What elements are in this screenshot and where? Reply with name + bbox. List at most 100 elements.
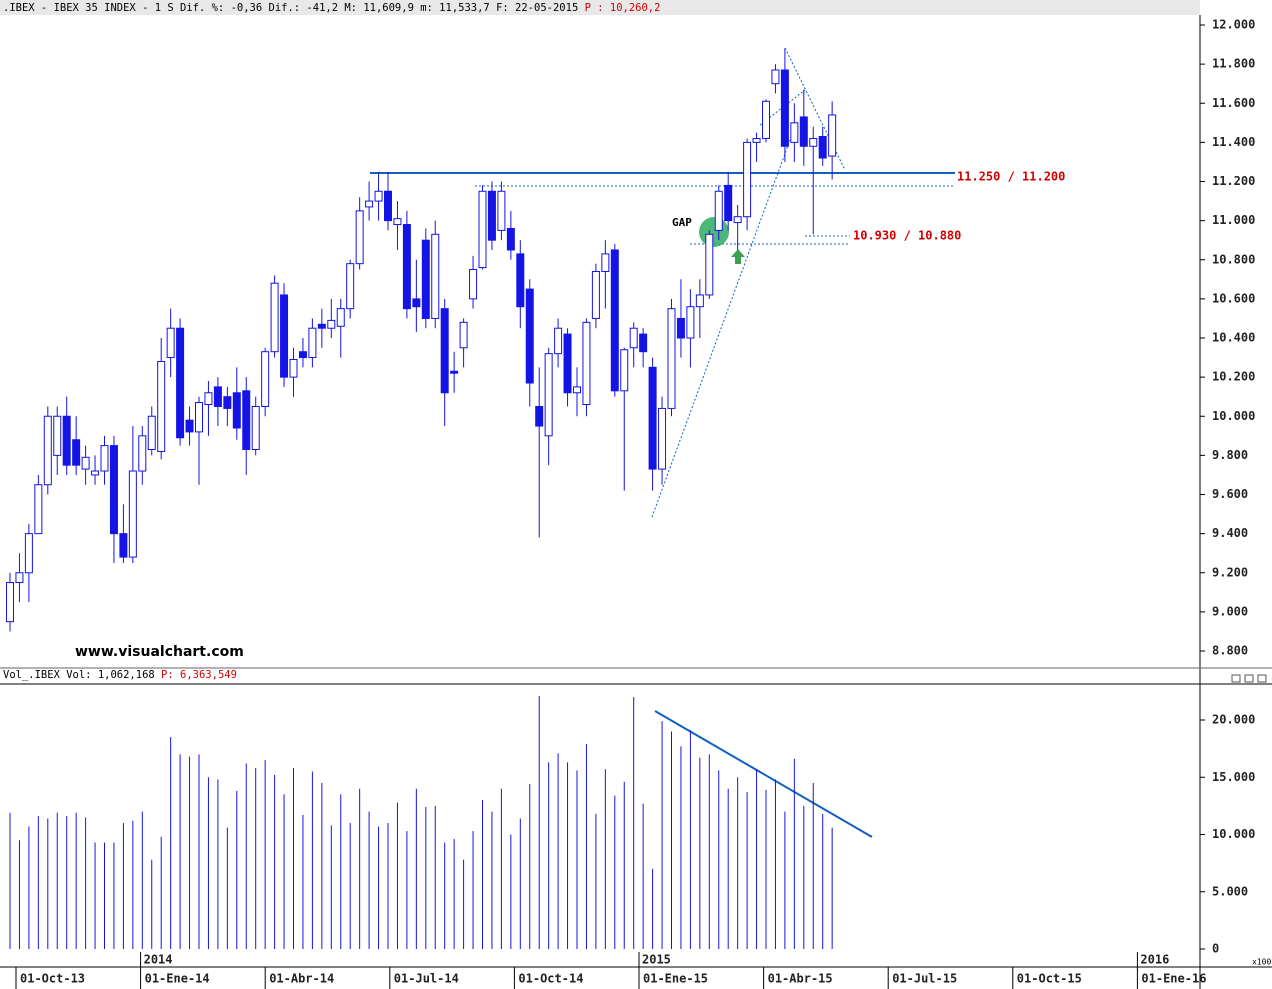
y-tick-label: 11.000 <box>1212 213 1255 227</box>
year-label: 2014 <box>144 953 173 967</box>
y-tick-label: 10.000 <box>1212 827 1255 841</box>
candle-body <box>828 114 837 157</box>
candle-body <box>724 184 733 222</box>
y-tick-label: 9.600 <box>1212 487 1248 501</box>
candle-body <box>818 136 827 159</box>
volume-title: Vol_.IBEX Vol: 1,062,168 <box>3 669 155 681</box>
candle-body <box>384 190 392 222</box>
y-tick-label: 9.000 <box>1212 604 1248 618</box>
header-price: P : 10,260,2 <box>585 2 661 14</box>
candle-body <box>213 386 222 407</box>
candle-body <box>431 233 440 319</box>
year-label: 2015 <box>642 953 671 967</box>
candle-body <box>809 137 818 147</box>
y-tick-label: 10.000 <box>1212 409 1255 423</box>
candle-body <box>298 351 307 359</box>
candle-body <box>109 445 118 535</box>
candle-body <box>676 317 685 339</box>
candle-body <box>762 100 770 139</box>
candle-body <box>648 366 657 470</box>
candle-body <box>261 351 270 407</box>
y-tick-label: 11.400 <box>1212 135 1255 149</box>
y-tick-label: 11.600 <box>1212 96 1255 110</box>
candle-body <box>270 282 279 353</box>
candle-body <box>487 190 496 241</box>
x-tick-label: 01-Ene-14 <box>145 972 210 986</box>
candle-body <box>658 407 667 470</box>
candle-body <box>336 308 345 327</box>
volume-header: Vol_.IBEX Vol: 1,062,168 P: 6,363,549 <box>3 669 237 681</box>
candle-body <box>317 323 326 329</box>
candle-body <box>421 239 430 319</box>
candle-body <box>185 419 194 433</box>
candle-body <box>24 533 33 574</box>
gap-marker <box>699 217 729 247</box>
candle-body <box>733 216 742 224</box>
candle-body <box>582 321 591 406</box>
candle-body <box>780 69 789 147</box>
candle-body <box>280 294 289 378</box>
candle-body <box>620 349 629 392</box>
window-button[interactable] <box>1231 674 1241 683</box>
candle-body <box>242 390 251 451</box>
candle-body <box>771 69 780 85</box>
candle-body <box>440 308 449 394</box>
candle-body <box>393 218 402 226</box>
window-button[interactable] <box>1257 674 1267 683</box>
candle-body <box>450 370 459 374</box>
candle-body <box>100 445 109 472</box>
y-tick-label: 20.000 <box>1212 713 1255 727</box>
watermark: www.visualchart.com <box>75 644 244 660</box>
y-tick-label: 9.200 <box>1212 565 1248 579</box>
candle-body <box>591 270 600 319</box>
candle-body <box>166 327 175 359</box>
candle-body <box>176 327 185 439</box>
x-tick-label: 01-Oct-15 <box>1017 972 1082 986</box>
candle-body <box>573 386 581 394</box>
header: .IBEX - IBEX 35 INDEX - 1 S Dif. %: -0,3… <box>3 2 660 14</box>
candle-body <box>138 435 147 472</box>
candle-body <box>147 415 156 451</box>
y-tick-label: 5.000 <box>1212 884 1248 898</box>
candle-body <box>157 360 166 452</box>
x-tick-label: 01-Jul-14 <box>394 972 459 986</box>
candle-body <box>799 116 808 147</box>
candle-body <box>204 392 213 406</box>
arrow <box>731 249 745 264</box>
candle-body <box>72 439 81 466</box>
y-tick-label: 10.400 <box>1212 331 1255 345</box>
candle-body <box>195 402 203 433</box>
y-tick-label: 12.000 <box>1212 18 1255 32</box>
candle-body <box>374 190 383 202</box>
candle-body <box>516 253 525 308</box>
candle-body <box>497 190 506 231</box>
candle-body <box>327 319 336 329</box>
candle-body <box>232 392 241 429</box>
candle-body <box>128 470 137 558</box>
candle-body <box>601 253 610 272</box>
candle-body <box>402 224 411 310</box>
volume-trend-line <box>654 710 873 838</box>
candle-body <box>544 353 553 437</box>
window-button[interactable] <box>1244 674 1254 683</box>
level-label: 10.930 / 10.880 <box>853 229 961 243</box>
y-tick-label: 11.800 <box>1212 57 1255 71</box>
candle-body <box>535 405 544 427</box>
x-tick-label: 01-Abr-14 <box>269 972 334 986</box>
candle-body <box>695 294 704 308</box>
x-tick-label: 01-Oct-13 <box>20 972 85 986</box>
candle-body <box>346 263 355 310</box>
candle-body <box>91 470 100 476</box>
candle-body <box>223 396 232 409</box>
unit-label: x100 <box>1252 958 1271 967</box>
candle-body <box>752 137 761 143</box>
candle-body <box>714 190 723 231</box>
candle-body <box>15 572 24 584</box>
candle-body <box>686 306 695 339</box>
candle-body <box>563 333 572 394</box>
candle-body <box>478 190 487 269</box>
x-tick-label: 01-Abr-15 <box>768 972 833 986</box>
y-tick-label: 10.600 <box>1212 291 1255 305</box>
